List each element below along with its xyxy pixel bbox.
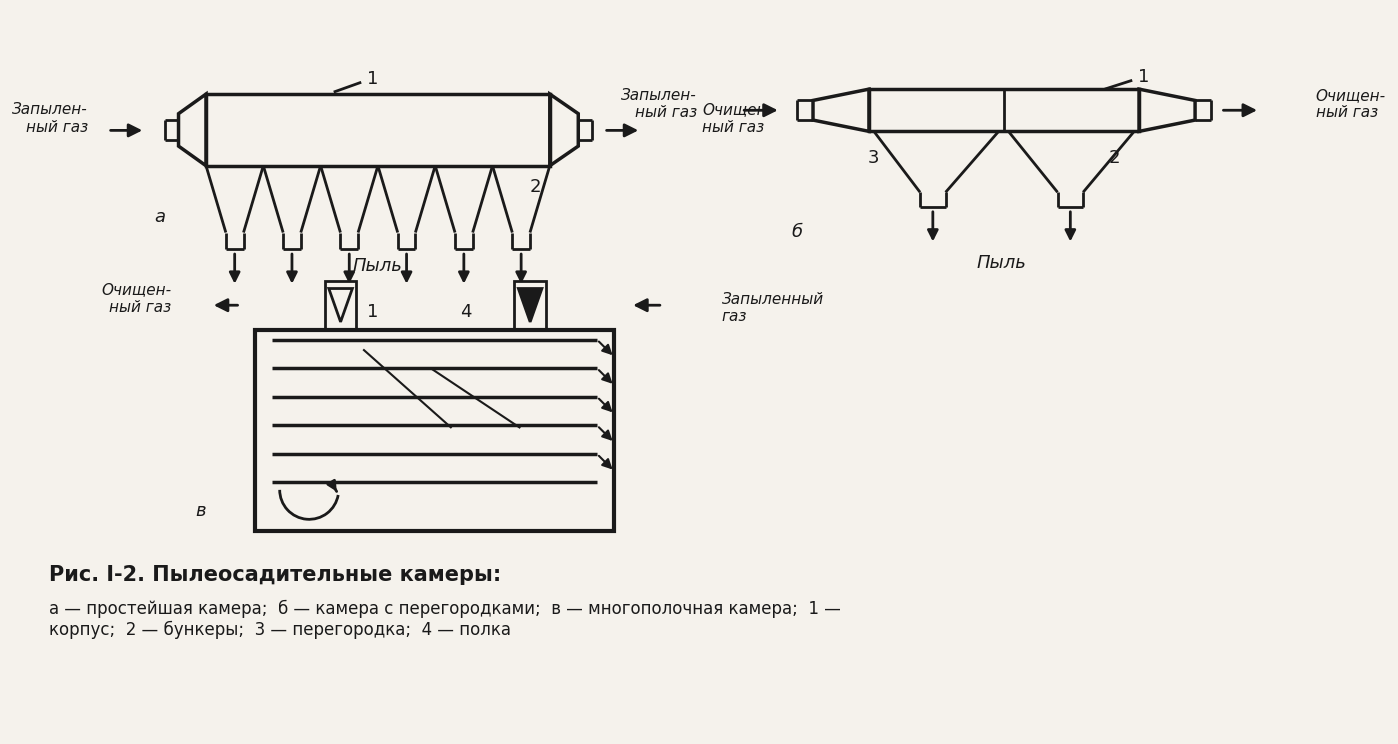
Text: б: б xyxy=(791,222,802,240)
Bar xyxy=(324,280,356,330)
Text: Запылен-
ный газ: Запылен- ный газ xyxy=(621,88,698,120)
Polygon shape xyxy=(519,289,542,322)
Text: Запыленный
газ: Запыленный газ xyxy=(721,292,823,324)
Text: Рис. I-2. Пылеосадительные камеры:: Рис. I-2. Пылеосадительные камеры: xyxy=(49,565,500,586)
Bar xyxy=(514,280,545,330)
Text: 1: 1 xyxy=(368,71,379,89)
Bar xyxy=(870,89,1139,132)
Text: Очищен-
ный газ: Очищен- ный газ xyxy=(102,282,172,315)
Text: Пыль: Пыль xyxy=(352,257,403,275)
Text: а — простейшая камера;  б — камера с перегородками;  в — многополочная камера;  : а — простейшая камера; б — камера с пере… xyxy=(49,600,840,639)
Text: Запылен-
ный газ: Запылен- ный газ xyxy=(13,103,88,135)
Text: 2: 2 xyxy=(530,179,541,196)
Text: 4: 4 xyxy=(460,303,473,321)
Text: Пыль: Пыль xyxy=(977,254,1026,272)
Text: а: а xyxy=(154,208,165,226)
Bar xyxy=(256,330,614,531)
Text: 2: 2 xyxy=(1109,149,1120,167)
Text: Очищен-
ный газ: Очищен- ный газ xyxy=(1316,88,1385,120)
Text: 3: 3 xyxy=(868,149,879,167)
Text: 1: 1 xyxy=(1138,68,1149,86)
Text: 1: 1 xyxy=(368,303,379,321)
Bar xyxy=(206,94,549,166)
Text: Очищен-
ный газ: Очищен- ный газ xyxy=(702,103,772,135)
Text: в: в xyxy=(196,502,207,521)
